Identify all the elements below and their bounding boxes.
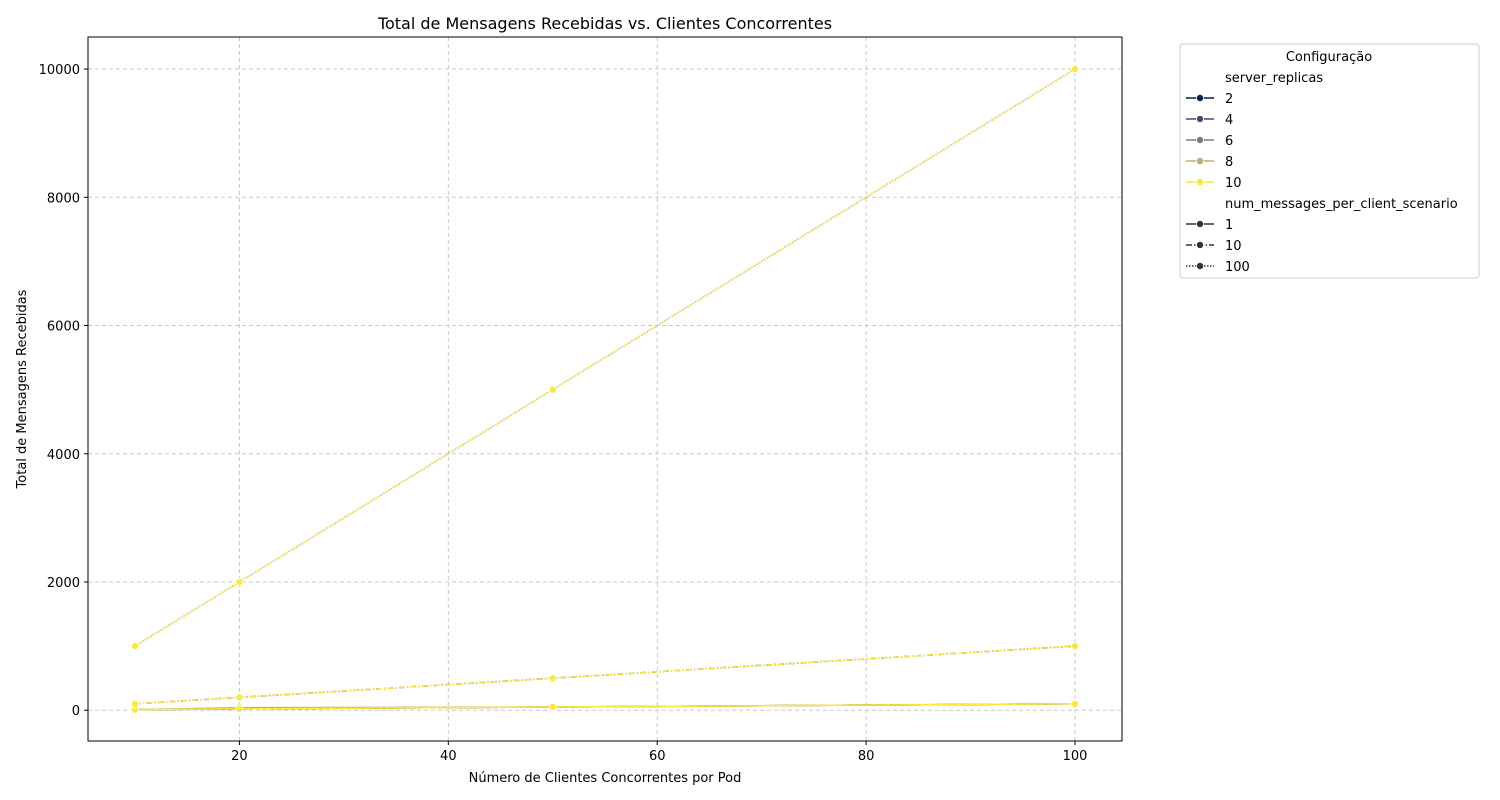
plot-frame bbox=[87, 36, 1123, 742]
series-line bbox=[134, 703, 1076, 711]
legend-label: 10 bbox=[1225, 176, 1242, 191]
x-tick-label: 100 bbox=[1063, 749, 1088, 764]
series-10-replicas-10-msgs bbox=[130, 642, 1080, 708]
legend-marker bbox=[1196, 240, 1205, 249]
series-layer bbox=[130, 65, 1080, 714]
data-point bbox=[548, 703, 557, 712]
y-tick-label: 6000 bbox=[47, 320, 80, 335]
x-tick-label: 40 bbox=[440, 749, 457, 764]
x-tick-label: 20 bbox=[231, 749, 248, 764]
legend-items: server_replicas 2 4 6 8 10 num_messages_per_cl… bbox=[1186, 71, 1458, 275]
data-point bbox=[1071, 699, 1080, 708]
legend-marker bbox=[1196, 219, 1205, 228]
legend-label: 8 bbox=[1225, 155, 1233, 170]
data-point bbox=[130, 642, 139, 651]
legend-marker bbox=[1196, 115, 1205, 124]
legend-item-replicas-8: 8 bbox=[1186, 155, 1233, 170]
legend-hue-title: server_replicas bbox=[1225, 71, 1323, 86]
x-axis-label: Número de Clientes Concorrentes por Pod bbox=[469, 771, 742, 786]
data-point bbox=[130, 699, 139, 708]
data-point bbox=[235, 578, 244, 587]
legend-item-messages-10: 10 bbox=[1186, 239, 1242, 254]
series-10-replicas-1-msgs bbox=[130, 699, 1080, 714]
legend-item-messages-100: 100 bbox=[1186, 260, 1250, 275]
series-line bbox=[134, 68, 1076, 647]
legend-label: 100 bbox=[1225, 260, 1250, 275]
legend-item-messages-1: 1 bbox=[1186, 218, 1233, 233]
y-tick-label: 0 bbox=[72, 704, 80, 719]
legend-title: Configuração bbox=[1286, 50, 1372, 65]
legend-marker bbox=[1196, 261, 1205, 270]
x-tick-label: 80 bbox=[858, 749, 875, 764]
data-point bbox=[1071, 642, 1080, 651]
data-point bbox=[235, 693, 244, 702]
legend-label: 1 bbox=[1225, 218, 1233, 233]
y-tick-label: 4000 bbox=[47, 448, 80, 463]
legend: Configuração server_replicas 2 4 6 8 10 num_me… bbox=[1179, 43, 1480, 279]
legend-item-replicas-10: 10 bbox=[1186, 176, 1242, 191]
legend-style-title: num_messages_per_client_scenario bbox=[1225, 197, 1458, 212]
chart-title: Total de Mensagens Recebidas vs. Cliente… bbox=[377, 14, 832, 33]
legend-item-replicas-4: 4 bbox=[1186, 113, 1233, 128]
series-10-replicas-100-msgs bbox=[130, 65, 1080, 651]
y-tick-label: 10000 bbox=[39, 63, 80, 78]
grid bbox=[88, 37, 1122, 741]
legend-label: 6 bbox=[1225, 134, 1233, 149]
legend-label: 4 bbox=[1225, 113, 1233, 128]
legend-item-replicas-2: 2 bbox=[1186, 92, 1233, 107]
data-point bbox=[235, 704, 244, 713]
data-point bbox=[548, 385, 557, 394]
y-tick-label: 2000 bbox=[47, 576, 80, 591]
legend-label: 10 bbox=[1225, 239, 1242, 254]
legend-marker bbox=[1196, 135, 1205, 144]
legend-label: 2 bbox=[1225, 92, 1233, 107]
legend-marker bbox=[1196, 156, 1205, 165]
legend-marker bbox=[1196, 177, 1205, 186]
y-tick-label: 8000 bbox=[47, 191, 80, 206]
legend-frame bbox=[1179, 43, 1480, 279]
y-axis-label: Total de Mensagens Recebidas bbox=[15, 289, 30, 489]
ticks: 20 40 60 80 100 0 2000 4000 6000 8000 10000 bbox=[39, 63, 1088, 764]
data-point bbox=[1071, 65, 1080, 74]
legend-item-replicas-6: 6 bbox=[1186, 134, 1233, 149]
x-tick-label: 60 bbox=[649, 749, 666, 764]
series-line bbox=[134, 645, 1076, 705]
data-point bbox=[548, 674, 557, 683]
legend-marker bbox=[1196, 94, 1205, 103]
